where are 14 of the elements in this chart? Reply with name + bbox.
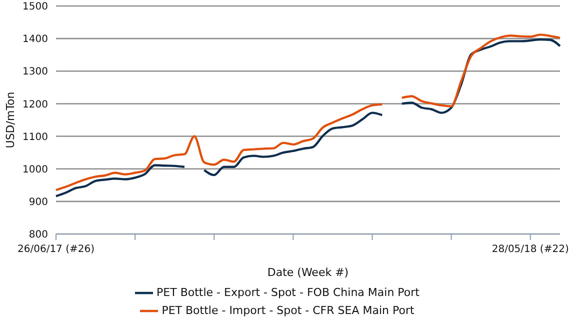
y-tick-label: 1300 — [22, 66, 48, 78]
y-tick-label: 900 — [28, 196, 48, 208]
legend-label: PET Bottle - Export - Spot - FOB China Main Port — [156, 286, 420, 300]
y-tick-label: 800 — [28, 230, 48, 241]
y-tick-label: 1200 — [22, 99, 48, 110]
x-axis-title: Date (Week #) — [267, 266, 349, 279]
y-tick-label: 1100 — [22, 132, 48, 143]
y-tick-label: 1500 — [22, 2, 48, 13]
x-tick-label: 28/05/18 (#22) — [492, 244, 569, 255]
y-tick-label: 1000 — [22, 164, 48, 176]
y-axis-title: USD/mTon — [4, 92, 17, 148]
x-tick-label: 26/06/17 (#26) — [18, 244, 95, 255]
legend-label: PET Bottle - Import - Spot - CFR SEA Main Port — [162, 304, 414, 318]
y-tick-label: 1400 — [22, 34, 48, 46]
